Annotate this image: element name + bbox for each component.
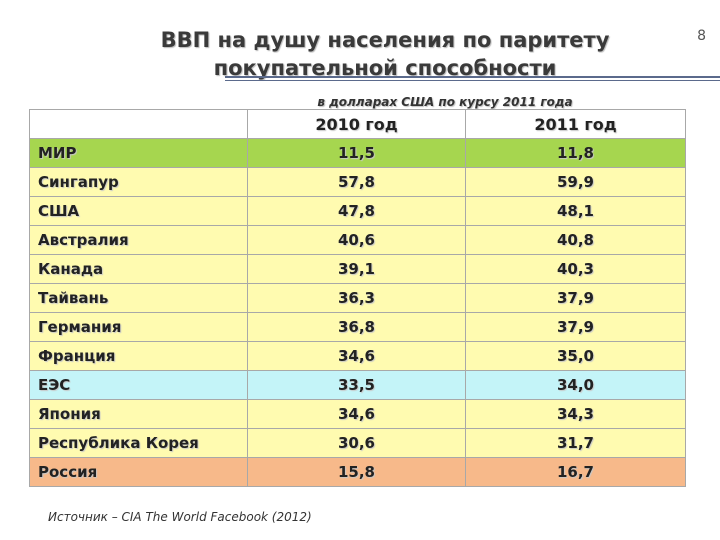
gdp-table: 2010 год 2011 год МИР 11,5 11,8 Сингапур… — [29, 109, 686, 487]
table-row: Канада 39,1 40,3 — [29, 254, 686, 284]
title-divider — [225, 76, 720, 78]
value-2011: 35,0 — [465, 341, 686, 371]
title-divider-thin — [225, 80, 720, 81]
table-row: США 47,8 48,1 — [29, 196, 686, 226]
slide-title: ВВП на душу населения по паритету покупа… — [150, 26, 620, 82]
value-2011: 37,9 — [465, 312, 686, 342]
source-note: Источник – CIA The World Facebook (2012) — [48, 510, 312, 524]
value-2010: 36,3 — [247, 283, 466, 313]
country-name: Австралия — [29, 225, 248, 255]
table-row: Республика Корея 30,6 31,7 — [29, 428, 686, 458]
value-2010: 33,5 — [247, 370, 466, 400]
country-name: Япония — [29, 399, 248, 429]
table-row: Франция 34,6 35,0 — [29, 341, 686, 371]
table-row: МИР 11,5 11,8 — [29, 138, 686, 168]
table-row: Австралия 40,6 40,8 — [29, 225, 686, 255]
value-2010: 36,8 — [247, 312, 466, 342]
country-name: США — [29, 196, 248, 226]
value-2011: 34,3 — [465, 399, 686, 429]
table-header-row: 2010 год 2011 год — [29, 109, 686, 139]
country-name: МИР — [29, 138, 248, 168]
value-2010: 57,8 — [247, 167, 466, 197]
value-2010: 11,5 — [247, 138, 466, 168]
value-2010: 34,6 — [247, 341, 466, 371]
units-subtitle: в долларах США по курсу 2011 года — [317, 95, 573, 109]
value-2011: 31,7 — [465, 428, 686, 458]
value-2010: 40,6 — [247, 225, 466, 255]
table-row: Сингапур 57,8 59,9 — [29, 167, 686, 197]
value-2011: 40,3 — [465, 254, 686, 284]
value-2010: 34,6 — [247, 399, 466, 429]
country-name: Республика Корея — [29, 428, 248, 458]
value-2011: 11,8 — [465, 138, 686, 168]
slide-number: 8 — [697, 28, 706, 44]
country-name: Германия — [29, 312, 248, 342]
header-country — [29, 109, 248, 139]
value-2010: 30,6 — [247, 428, 466, 458]
header-2010: 2010 год — [247, 109, 466, 139]
value-2010: 15,8 — [247, 457, 466, 487]
value-2011: 16,7 — [465, 457, 686, 487]
table-row: Германия 36,8 37,9 — [29, 312, 686, 342]
country-name: Франция — [29, 341, 248, 371]
value-2010: 39,1 — [247, 254, 466, 284]
table-row: Россия 15,8 16,7 — [29, 457, 686, 487]
value-2011: 37,9 — [465, 283, 686, 313]
table-row: ЕЭС 33,5 34,0 — [29, 370, 686, 400]
value-2011: 59,9 — [465, 167, 686, 197]
value-2011: 34,0 — [465, 370, 686, 400]
value-2011: 48,1 — [465, 196, 686, 226]
table-row: Тайвань 36,3 37,9 — [29, 283, 686, 313]
country-name: Сингапур — [29, 167, 248, 197]
value-2010: 47,8 — [247, 196, 466, 226]
title-line-1: ВВП на душу населения по паритету — [160, 28, 610, 52]
table-row: Япония 34,6 34,3 — [29, 399, 686, 429]
country-name: Россия — [29, 457, 248, 487]
country-name: Тайвань — [29, 283, 248, 313]
value-2011: 40,8 — [465, 225, 686, 255]
header-2011: 2011 год — [465, 109, 686, 139]
country-name: ЕЭС — [29, 370, 248, 400]
country-name: Канада — [29, 254, 248, 284]
